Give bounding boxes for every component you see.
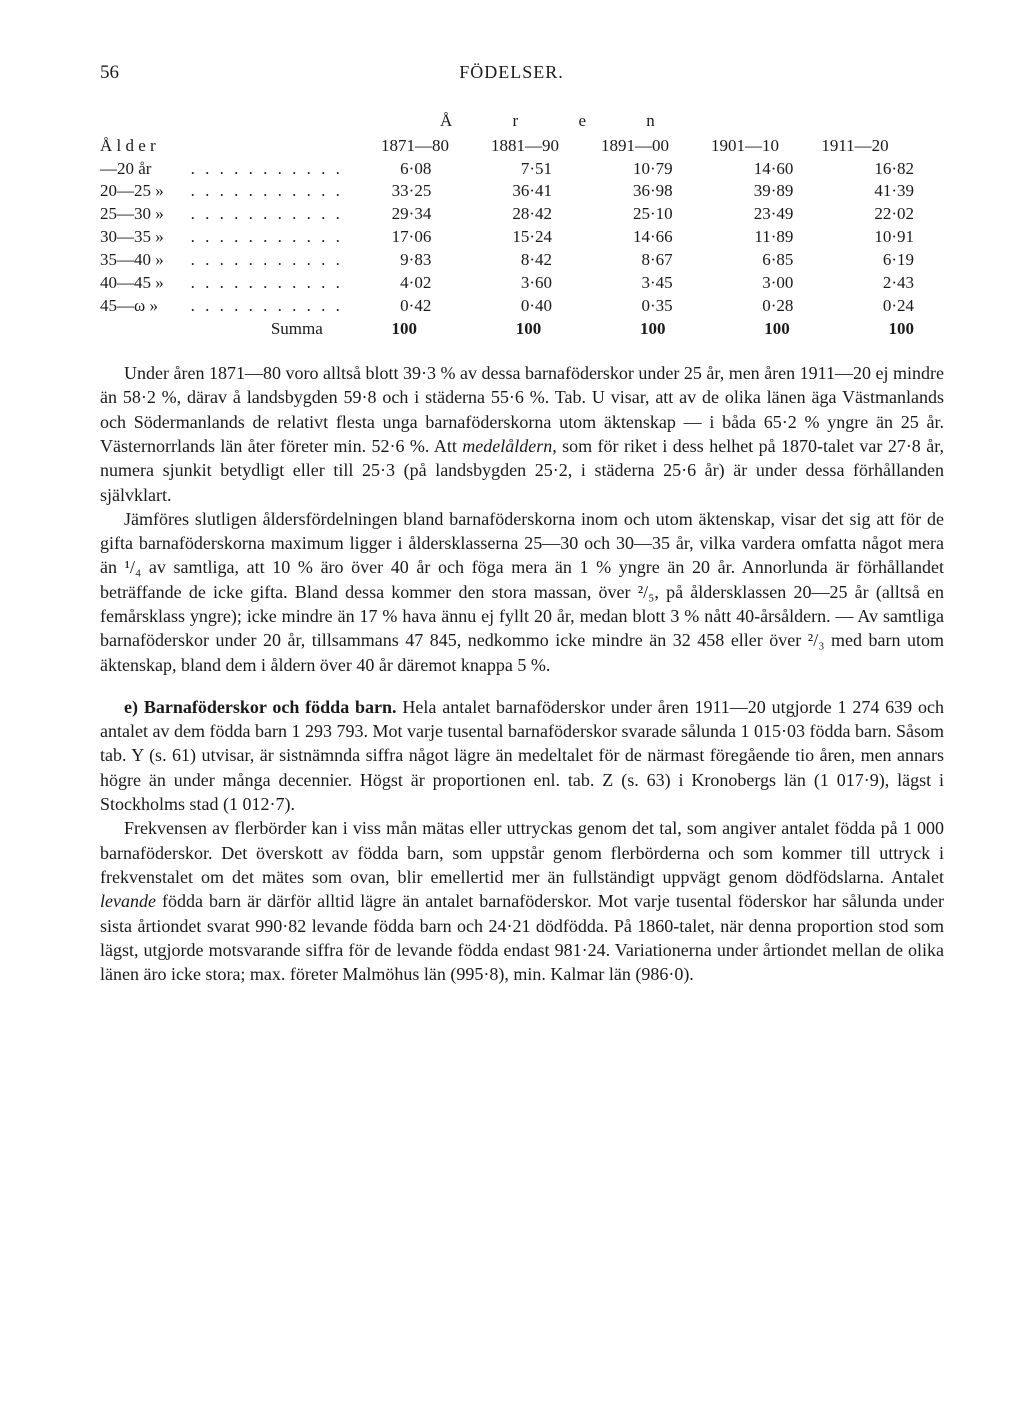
cell: 0·40 [461,295,582,318]
col-header: 1901—10 [690,135,800,158]
cell: 41·39 [823,180,944,203]
cell: 4·02 [341,272,462,295]
cell: 3·00 [703,272,824,295]
summa-row: Summa 100 100 100 100 100 [100,318,944,341]
table-row: —20 år . . . . . . . . . . . 6·08 7·51 1… [100,158,944,181]
row-label: 40—45 » [100,272,191,295]
paragraph-1: Under åren 1871—80 voro alltså blott 39·… [100,361,944,507]
row-label: 45—ω » [100,295,191,318]
table-row: 45—ω » . . . . . . . . . . . 0·42 0·40 0… [100,295,944,318]
col-header: 1871—80 [360,135,470,158]
dots: . . . . . . . . . . . [191,226,341,249]
col-header: 1881—90 [470,135,580,158]
cell: 3·45 [582,272,703,295]
cell: 2·43 [823,272,944,295]
paragraph-3: e) Barnaföderskor och födda barn. Hela a… [100,695,944,816]
cell: 29·34 [341,203,462,226]
cell: 14·60 [703,158,824,181]
summa-cell: 100 [820,318,944,341]
dots: . . . . . . . . . . . [191,249,341,272]
dots: . . . . . . . . . . . [191,295,341,318]
table-span-header: Å r e n [400,110,944,133]
cell: 8·42 [461,249,582,272]
row-label-header: Å l d e r [100,135,210,158]
cell: 36·98 [582,180,703,203]
dots: . . . . . . . . . . . [191,158,341,181]
cell: 15·24 [461,226,582,249]
section-e-heading: e) Barnaföderskor och födda barn. [124,697,397,717]
table-row: 30—35 » . . . . . . . . . . . 17·06 15·2… [100,226,944,249]
cell: 0·42 [341,295,462,318]
paragraph-2: Jämföres slutligen åldersfördelningen bl… [100,507,944,677]
age-distribution-table: Å r e n Å l d e r 1871—80 1881—90 1891—0… [100,110,944,341]
italic-levande: levande [100,891,156,911]
cell: 23·49 [703,203,824,226]
table-row: 40—45 » . . . . . . . . . . . 4·02 3·60 … [100,272,944,295]
cell: 14·66 [582,226,703,249]
cell: 36·41 [461,180,582,203]
table-row: 35—40 » . . . . . . . . . . . 9·83 8·42 … [100,249,944,272]
summa-cell: 100 [447,318,571,341]
col-header: 1891—00 [580,135,690,158]
summa-cell: 100 [571,318,695,341]
cell: 0·35 [582,295,703,318]
cell: 28·42 [461,203,582,226]
row-label: 35—40 » [100,249,191,272]
cell: 11·89 [703,226,824,249]
paragraph-4: Frekvensen av flerbörder kan i viss mån … [100,816,944,986]
cell: 9·83 [341,249,462,272]
row-label: 25—30 » [100,203,191,226]
row-label: 30—35 » [100,226,191,249]
cell: 6·19 [823,249,944,272]
summa-label: Summa [100,318,323,341]
cell: 10·79 [582,158,703,181]
cell: 39·89 [703,180,824,203]
dots: . . . . . . . . . . . [191,180,341,203]
cell: 25·10 [582,203,703,226]
summa-cell: 100 [696,318,820,341]
dots: . . . . . . . . . . . [191,203,341,226]
italic-medelaldern: medelåldern, [462,436,556,456]
cell: 3·60 [461,272,582,295]
cell: 6·08 [341,158,462,181]
cell: 17·06 [341,226,462,249]
page-title: FÖDELSER. [79,60,944,86]
row-label: 20—25 » [100,180,191,203]
summa-cell: 100 [323,318,447,341]
cell: 22·02 [823,203,944,226]
cell: 7·51 [461,158,582,181]
cell: 0·28 [703,295,824,318]
cell: 16·82 [823,158,944,181]
cell: 8·67 [582,249,703,272]
table-row: 20—25 » . . . . . . . . . . . 33·25 36·4… [100,180,944,203]
cell: 33·25 [341,180,462,203]
col-header: 1911—20 [800,135,910,158]
row-label: —20 år [100,158,191,181]
cell: 0·24 [823,295,944,318]
dots: . . . . . . . . . . . [191,272,341,295]
table-row: 25—30 » . . . . . . . . . . . 29·34 28·4… [100,203,944,226]
cell: 10·91 [823,226,944,249]
cell: 6·85 [703,249,824,272]
